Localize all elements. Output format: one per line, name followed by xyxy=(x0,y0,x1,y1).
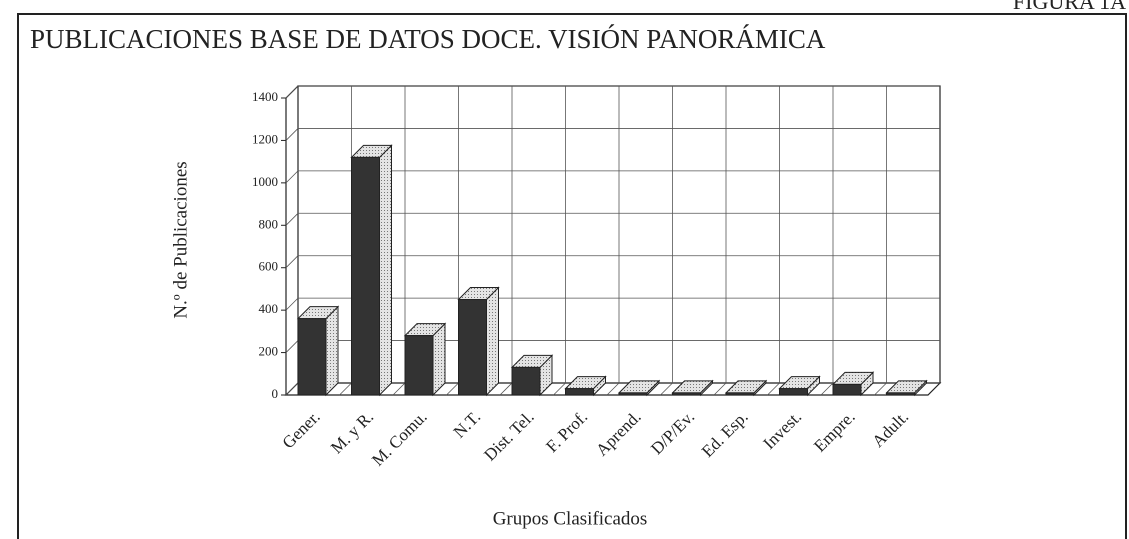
y-tick-label: 400 xyxy=(259,301,279,316)
figure-label: FIGURA 1A xyxy=(1013,0,1126,14)
grid-line xyxy=(285,213,299,226)
frame xyxy=(17,13,1127,539)
grid-line xyxy=(285,297,299,311)
bar xyxy=(404,335,434,396)
y-axis-label: N.º de Publicaciones xyxy=(170,161,191,318)
bar xyxy=(297,318,327,396)
bar xyxy=(618,392,648,396)
y-tick-label: 600 xyxy=(259,259,279,274)
bar-side xyxy=(325,305,339,397)
bar-side xyxy=(486,286,499,397)
grid-line xyxy=(285,255,299,268)
x-tick-label: M. y R. xyxy=(327,407,377,457)
bar xyxy=(458,299,487,396)
y-tick-label: 1200 xyxy=(252,131,278,146)
x-tick-label: Gener. xyxy=(279,407,324,452)
floor-tick xyxy=(392,382,406,396)
x-tick-label: Empre. xyxy=(810,407,858,455)
y-tick-label: 0 xyxy=(272,386,279,401)
floor-tick xyxy=(820,382,834,396)
grid-line xyxy=(285,382,299,396)
y-tick-label: 800 xyxy=(259,216,279,231)
floor-tick xyxy=(660,382,673,396)
x-tick-label: F. Prof. xyxy=(542,407,591,456)
x-tick-label: D/P/Ev. xyxy=(647,407,698,458)
floor-tick xyxy=(499,382,513,396)
y-tick-label: 1400 xyxy=(252,89,278,104)
bar xyxy=(832,383,862,396)
grid-line xyxy=(285,340,299,353)
bar xyxy=(672,392,701,396)
x-tick-label: N.T. xyxy=(450,407,485,442)
floor-tick xyxy=(339,382,352,396)
grid-line xyxy=(285,170,299,184)
bar xyxy=(725,392,755,396)
y-tick-label: 1000 xyxy=(252,174,278,189)
chart-title: PUBLICACIONES BASE DE DATOS DOCE. VISIÓN… xyxy=(30,24,826,54)
x-tick-label: M. Comu. xyxy=(368,407,431,470)
grid-line xyxy=(285,128,299,141)
bar xyxy=(351,156,380,396)
bar xyxy=(511,366,541,396)
bar xyxy=(886,392,915,396)
floor-tick xyxy=(446,382,459,396)
x-tick-label: Aprend. xyxy=(592,407,644,459)
bar-side xyxy=(379,144,392,397)
x-tick-label: Invest. xyxy=(759,407,805,453)
x-tick-label: Ed. Esp. xyxy=(698,407,752,461)
bar xyxy=(779,388,808,396)
floor-tick xyxy=(874,382,887,396)
floor-tick xyxy=(606,382,620,396)
bar xyxy=(565,388,594,396)
floor-tick xyxy=(767,382,780,396)
y-tick-label: 200 xyxy=(259,344,279,359)
floor-tick xyxy=(553,382,566,396)
x-axis-label: Grupos Clasificados xyxy=(493,508,648,529)
grid-line xyxy=(285,85,299,99)
floor-tick xyxy=(713,382,727,396)
x-tick-label: Dist. Tel. xyxy=(480,407,537,464)
x-tick-label: Adult. xyxy=(868,407,912,451)
